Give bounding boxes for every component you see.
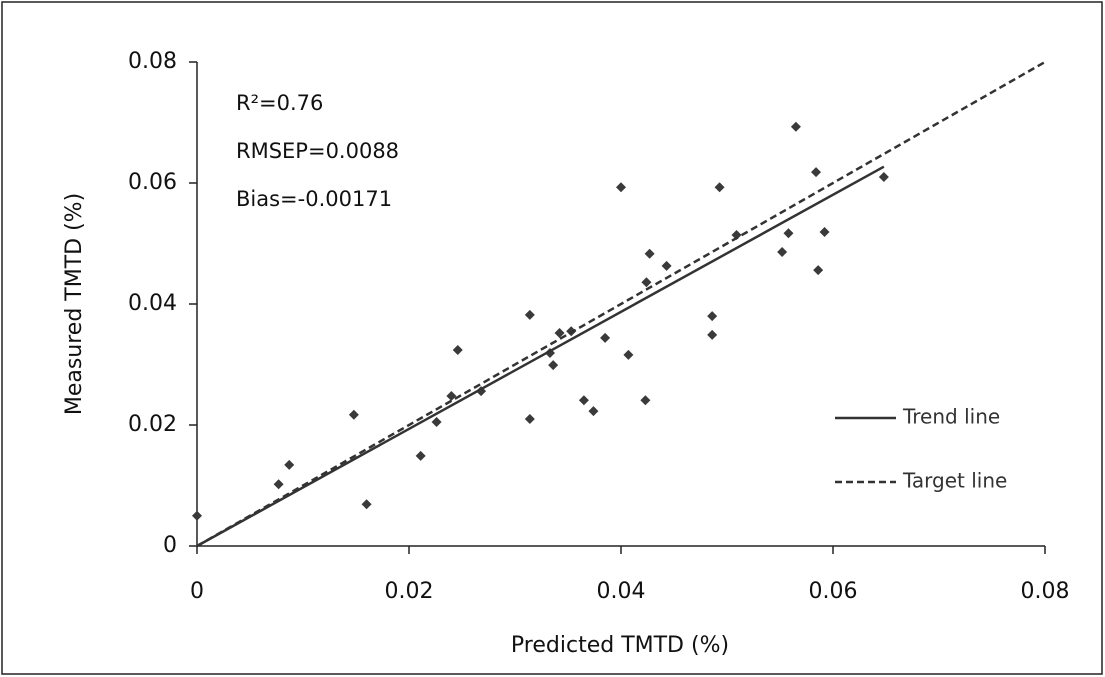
point xyxy=(707,311,718,322)
x-tick-label: 0.02 xyxy=(385,579,434,604)
point xyxy=(284,459,295,470)
point xyxy=(452,344,463,355)
annotation: Bias=-0.00171 xyxy=(236,187,392,211)
target-line xyxy=(196,60,1046,548)
point xyxy=(524,309,535,320)
y-axis-title: Measured TMTD (%) xyxy=(62,193,87,415)
y-tick-label: 0.06 xyxy=(128,170,177,195)
point xyxy=(554,328,565,339)
point xyxy=(548,360,559,371)
annotation: R²=0.76 xyxy=(236,91,323,115)
point xyxy=(813,265,824,276)
point xyxy=(777,246,788,257)
point xyxy=(783,228,794,239)
x-tick-label: 0.04 xyxy=(597,579,646,604)
point xyxy=(878,171,889,182)
point xyxy=(707,329,718,340)
y-tick-label: 0 xyxy=(163,533,177,558)
x-tick-label: 0.06 xyxy=(809,579,858,604)
point xyxy=(640,395,651,406)
legend-label: Trend line xyxy=(902,405,1000,429)
point xyxy=(600,332,611,343)
point xyxy=(588,406,599,417)
point xyxy=(415,450,426,461)
point xyxy=(661,260,672,271)
point xyxy=(348,409,359,420)
y-tick-label: 0.08 xyxy=(128,49,177,74)
point xyxy=(623,349,634,360)
point xyxy=(431,416,442,427)
x-tick-label: 0.08 xyxy=(1021,579,1070,604)
point xyxy=(616,182,626,193)
point xyxy=(524,413,535,424)
point xyxy=(578,395,589,406)
legend-label: Target line xyxy=(902,469,1007,493)
point xyxy=(644,248,655,259)
point xyxy=(819,227,830,238)
point xyxy=(790,121,801,132)
y-tick-label: 0.04 xyxy=(128,291,177,316)
y-tick-label: 0.02 xyxy=(128,412,177,437)
point xyxy=(192,510,202,521)
point xyxy=(714,182,725,193)
point xyxy=(273,479,284,490)
point xyxy=(641,277,652,288)
point xyxy=(731,230,742,241)
x-axis-title: Predicted TMTD (%) xyxy=(511,633,729,658)
trend-line xyxy=(196,165,885,548)
point xyxy=(811,167,822,178)
x-tick-label: 0 xyxy=(190,579,204,604)
point xyxy=(446,390,457,401)
annotation: RMSEP=0.0088 xyxy=(236,139,399,163)
point xyxy=(361,499,372,510)
